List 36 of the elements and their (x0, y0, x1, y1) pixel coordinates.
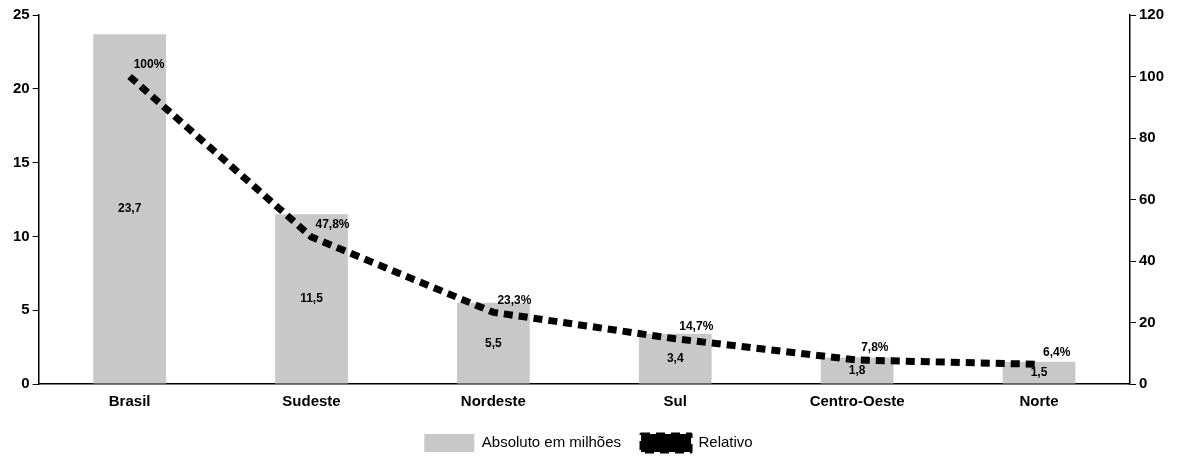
data-label: 23,3% (497, 292, 532, 307)
x-tick-label: Centro-Oeste (809, 392, 905, 410)
x-tick-label: Sudeste (282, 392, 341, 410)
data-label: 47,8% (315, 217, 350, 232)
data-label: 1,8 (848, 363, 866, 378)
data-label: 23,7 (117, 201, 142, 216)
data-label: 3,4 (666, 351, 684, 366)
y-tick-label: 0 (21, 374, 30, 392)
x-tick-label: Nordeste (460, 392, 526, 410)
y2-tick-label: 80 (1138, 128, 1156, 146)
y-tick-label: 15 (13, 152, 30, 170)
y-tick-label: 5 (21, 300, 30, 318)
y-tick-label: 25 (13, 5, 30, 23)
y2-tick-label: 20 (1138, 312, 1156, 330)
y-tick-label: 10 (13, 226, 30, 244)
y2-tick-label: 120 (1138, 5, 1164, 23)
data-label: 11,5 (300, 291, 324, 306)
data-label: 14,7% (679, 319, 714, 334)
bar (275, 214, 348, 384)
data-label: 7,8% (861, 340, 889, 355)
data-label: 1,5 (1030, 365, 1048, 380)
legend-label: Absoluto em milhões (481, 433, 622, 451)
y2-tick-label: 100 (1138, 66, 1164, 84)
legend-label: Relativo (698, 433, 753, 451)
y2-tick-label: 40 (1138, 251, 1156, 269)
y2-tick-label: 60 (1138, 189, 1156, 207)
x-tick-label: Brasil (108, 392, 151, 410)
x-tick-label: Norte (1019, 392, 1059, 410)
data-label: 100% (133, 56, 165, 71)
bar (93, 34, 166, 384)
y2-tick-label: 0 (1138, 374, 1148, 392)
bar (638, 333, 712, 384)
y-tick-label: 20 (13, 78, 30, 96)
data-label: 6,4% (1043, 344, 1071, 359)
x-tick-label: Sul (663, 392, 687, 410)
data-label: 5,5 (485, 335, 503, 350)
